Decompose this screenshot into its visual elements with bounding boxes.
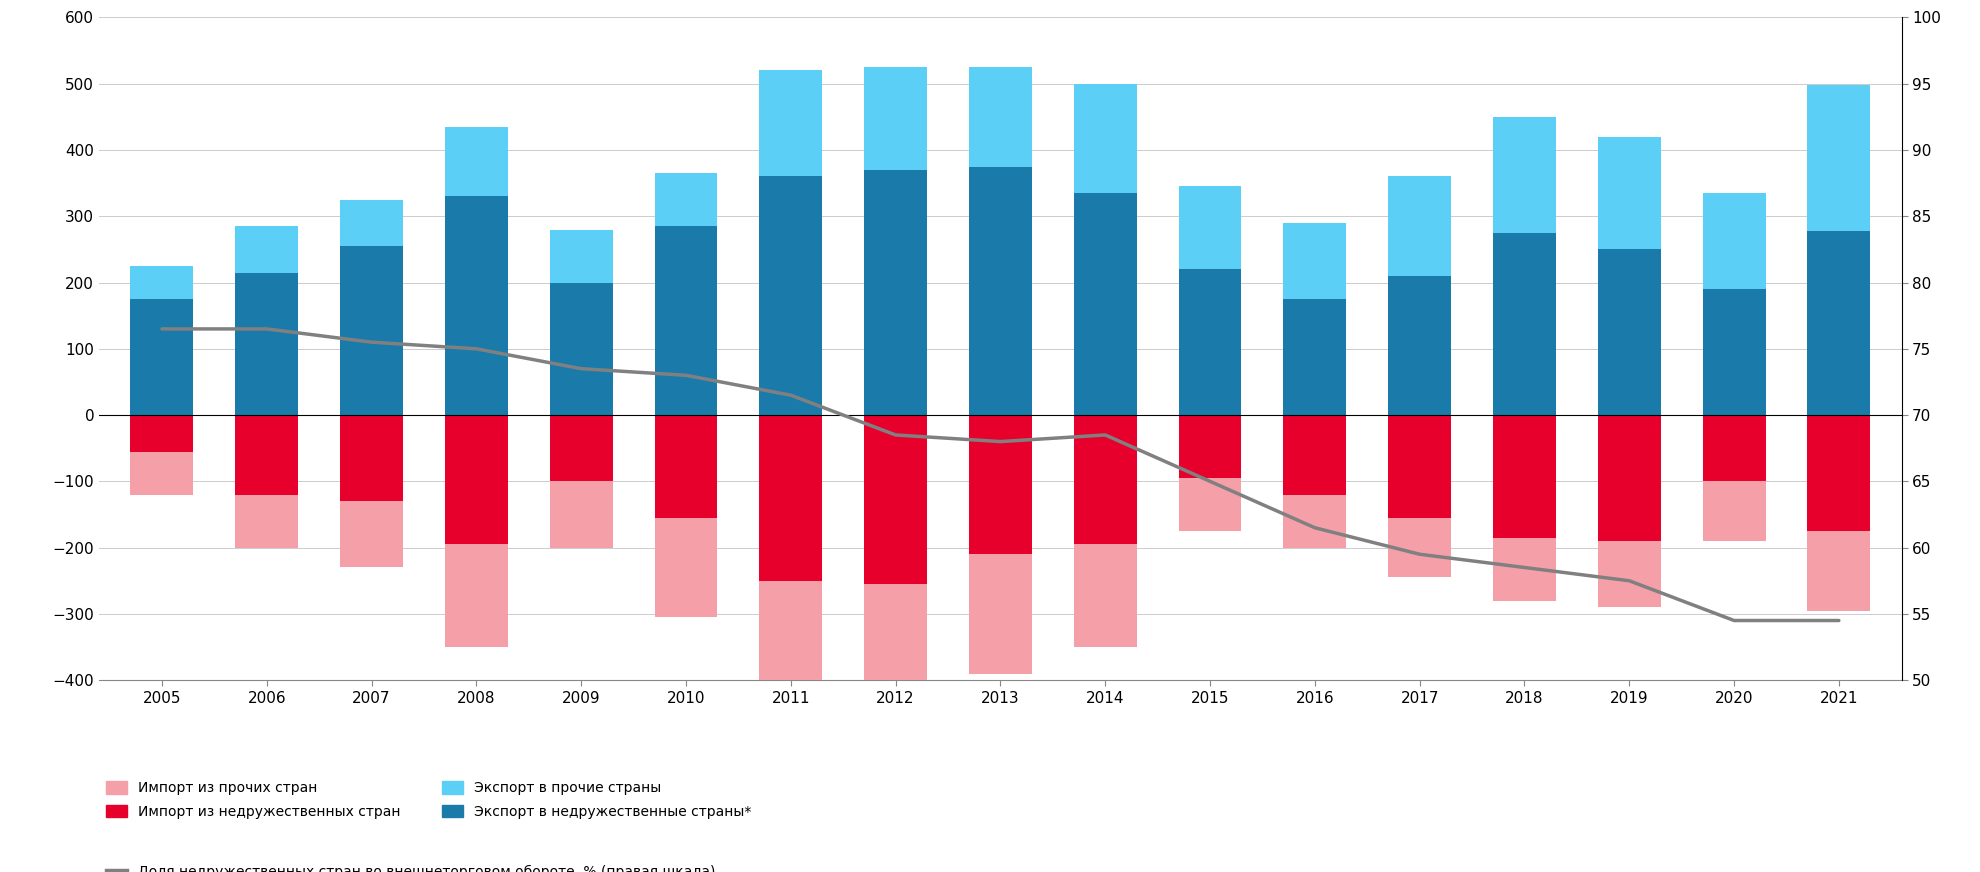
Bar xyxy=(758,415,822,581)
Bar xyxy=(863,584,927,726)
Bar xyxy=(236,415,299,494)
Bar xyxy=(1073,544,1137,647)
Bar xyxy=(1701,415,1764,481)
Bar xyxy=(863,67,927,170)
Bar xyxy=(236,494,299,548)
Bar xyxy=(968,67,1032,167)
Bar xyxy=(653,415,717,518)
Bar xyxy=(653,518,717,617)
Bar xyxy=(1493,538,1554,601)
Bar xyxy=(968,415,1032,555)
Bar xyxy=(1701,290,1764,415)
Bar xyxy=(1493,233,1554,415)
Bar xyxy=(758,71,822,176)
Bar xyxy=(1073,193,1137,415)
Bar xyxy=(131,266,194,299)
Bar xyxy=(341,246,402,415)
Bar xyxy=(236,226,299,273)
Bar xyxy=(968,167,1032,415)
Bar xyxy=(1493,117,1554,233)
Legend: Доля недружественных стран во внешнеторговом обороте, % (правая шкала): Доля недружественных стран во внешнеторг… xyxy=(107,864,715,872)
Bar xyxy=(1178,478,1241,531)
Bar xyxy=(1806,231,1869,415)
Bar xyxy=(446,415,507,544)
Bar xyxy=(653,174,717,226)
Bar xyxy=(131,415,194,452)
Bar xyxy=(863,415,927,584)
Bar xyxy=(550,415,612,481)
Bar xyxy=(1598,137,1659,249)
Bar xyxy=(653,226,717,415)
Bar xyxy=(1073,84,1137,193)
Bar xyxy=(758,581,822,713)
Bar xyxy=(1283,415,1346,494)
Bar xyxy=(1283,223,1346,299)
Bar xyxy=(341,200,402,246)
Bar xyxy=(1178,415,1241,478)
Bar xyxy=(550,283,612,415)
Bar xyxy=(341,501,402,568)
Bar xyxy=(1598,415,1659,541)
Bar xyxy=(1178,187,1241,269)
Bar xyxy=(550,481,612,548)
Bar xyxy=(341,415,402,501)
Bar xyxy=(131,452,194,494)
Bar xyxy=(1598,249,1659,415)
Bar xyxy=(1806,415,1869,531)
Bar xyxy=(1283,299,1346,415)
Bar xyxy=(1388,518,1449,577)
Bar xyxy=(550,229,612,283)
Bar xyxy=(446,126,507,196)
Bar xyxy=(1701,481,1764,541)
Bar xyxy=(446,544,507,647)
Bar xyxy=(968,555,1032,673)
Bar xyxy=(1283,494,1346,548)
Bar xyxy=(1806,531,1869,610)
Bar xyxy=(1388,176,1449,276)
Bar xyxy=(863,170,927,415)
Bar xyxy=(1701,193,1764,290)
Bar xyxy=(758,176,822,415)
Bar xyxy=(1388,276,1449,415)
Bar xyxy=(236,273,299,415)
Bar xyxy=(1073,415,1137,544)
Bar xyxy=(1806,85,1869,231)
Bar xyxy=(1598,541,1659,607)
Bar xyxy=(1493,415,1554,538)
Bar xyxy=(1388,415,1449,518)
Bar xyxy=(131,299,194,415)
Bar xyxy=(1178,269,1241,415)
Bar xyxy=(446,196,507,415)
